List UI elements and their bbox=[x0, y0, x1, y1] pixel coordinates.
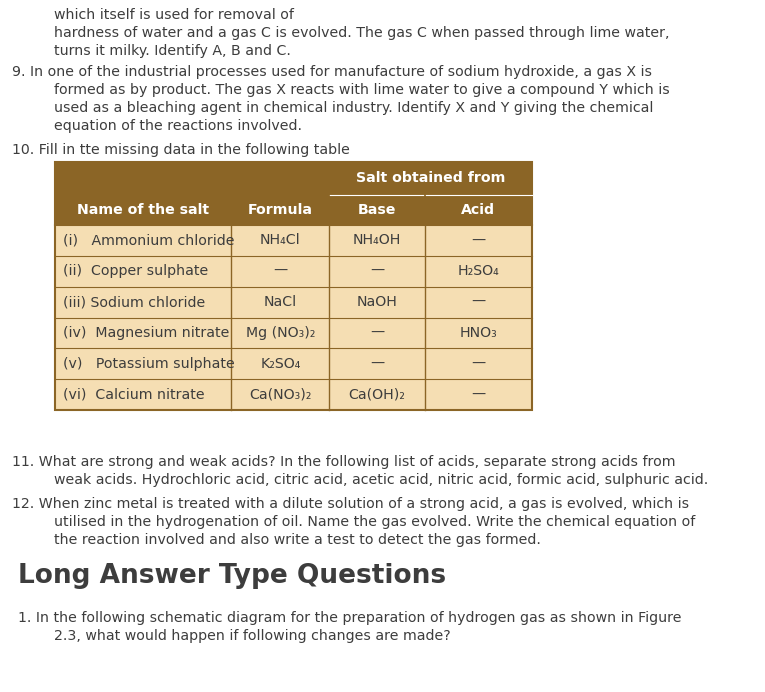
Text: —: — bbox=[471, 388, 486, 401]
Text: 11. What are strong and weak acids? In the following list of acids, separate str: 11. What are strong and weak acids? In t… bbox=[12, 455, 675, 469]
Text: —: — bbox=[369, 264, 384, 278]
Text: utilised in the hydrogenation of oil. Name the gas evolved. Write the chemical e: utilised in the hydrogenation of oil. Na… bbox=[54, 515, 695, 529]
Text: 2.3, what would happen if following changes are made?: 2.3, what would happen if following chan… bbox=[54, 629, 451, 643]
Text: Ca(OH)₂: Ca(OH)₂ bbox=[349, 388, 405, 401]
Text: Ca(NO₃)₂: Ca(NO₃)₂ bbox=[249, 388, 311, 401]
Text: (ii)  Copper sulphate: (ii) Copper sulphate bbox=[63, 264, 208, 278]
Text: weak acids. Hydrochloric acid, citric acid, acetic acid, nitric acid, formic aci: weak acids. Hydrochloric acid, citric ac… bbox=[54, 473, 708, 487]
Text: Mg (NO₃)₂: Mg (NO₃)₂ bbox=[246, 326, 315, 340]
Text: 9. In one of the industrial processes used for manufacture of sodium hydroxide, : 9. In one of the industrial processes us… bbox=[12, 65, 652, 79]
Text: 10. Fill in tte missing data in the following table: 10. Fill in tte missing data in the foll… bbox=[12, 143, 350, 157]
Bar bbox=[55, 162, 532, 410]
Text: —: — bbox=[471, 233, 486, 248]
Text: (iii) Sodium chloride: (iii) Sodium chloride bbox=[63, 295, 205, 309]
Text: (v)   Potassium sulphate: (v) Potassium sulphate bbox=[63, 357, 235, 371]
Text: —: — bbox=[273, 264, 288, 278]
Text: 12. When zinc metal is treated with a dilute solution of a strong acid, a gas is: 12. When zinc metal is treated with a di… bbox=[12, 497, 689, 511]
Text: —: — bbox=[369, 326, 384, 340]
Text: Long Answer Type Questions: Long Answer Type Questions bbox=[18, 563, 446, 589]
Text: which itself is used for removal of: which itself is used for removal of bbox=[54, 8, 294, 22]
Text: (iv)  Magnesium nitrate: (iv) Magnesium nitrate bbox=[63, 326, 230, 340]
Text: 1. In the following schematic diagram for the preparation of hydrogen gas as sho: 1. In the following schematic diagram fo… bbox=[18, 611, 682, 625]
Text: the reaction involved and also write a test to detect the gas formed.: the reaction involved and also write a t… bbox=[54, 533, 541, 547]
Text: —: — bbox=[471, 295, 486, 309]
Text: hardness of water and a gas C is evolved. The gas C when passed through lime wat: hardness of water and a gas C is evolved… bbox=[54, 26, 669, 40]
Text: Formula: Formula bbox=[248, 203, 313, 217]
Text: (vi)  Calcium nitrate: (vi) Calcium nitrate bbox=[63, 388, 204, 401]
Text: Acid: Acid bbox=[461, 203, 496, 217]
Bar bbox=[55, 162, 532, 410]
Text: used as a bleaching agent in chemical industry. Identify X and Y giving the chem: used as a bleaching agent in chemical in… bbox=[54, 101, 653, 115]
Text: K₂SO₄: K₂SO₄ bbox=[260, 357, 301, 371]
Text: H₂SO₄: H₂SO₄ bbox=[457, 264, 500, 278]
Text: NaCl: NaCl bbox=[264, 295, 297, 309]
Text: —: — bbox=[471, 357, 486, 371]
Text: turns it milky. Identify A, B and C.: turns it milky. Identify A, B and C. bbox=[54, 44, 291, 58]
Text: —: — bbox=[369, 357, 384, 371]
Text: NH₄OH: NH₄OH bbox=[353, 233, 401, 248]
Text: equation of the reactions involved.: equation of the reactions involved. bbox=[54, 119, 302, 133]
Text: Salt obtained from: Salt obtained from bbox=[356, 172, 506, 185]
Text: formed as by product. The gas X reacts with lime water to give a compound Y whic: formed as by product. The gas X reacts w… bbox=[54, 83, 669, 97]
Text: Base: Base bbox=[358, 203, 396, 217]
Text: HNO₃: HNO₃ bbox=[460, 326, 497, 340]
Text: NaOH: NaOH bbox=[356, 295, 397, 309]
Text: Name of the salt: Name of the salt bbox=[77, 203, 210, 217]
Bar bbox=[55, 162, 532, 225]
Text: (i)   Ammonium chloride: (i) Ammonium chloride bbox=[63, 233, 235, 248]
Text: NH₄Cl: NH₄Cl bbox=[260, 233, 301, 248]
